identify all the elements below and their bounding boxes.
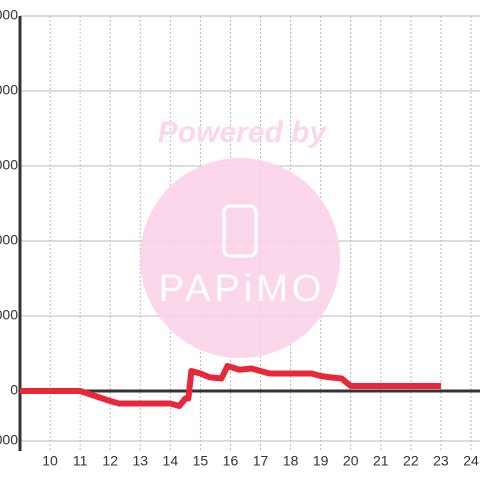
x-tick-label: 10 bbox=[42, 453, 58, 469]
data-line bbox=[20, 363, 441, 409]
watermark-phone bbox=[222, 204, 258, 258]
y-tick-label: 30,000 bbox=[0, 307, 18, 323]
x-tick-label: 11 bbox=[73, 453, 88, 469]
x-tick-label: 14 bbox=[163, 453, 179, 469]
y-tick-label: -20,000 bbox=[0, 432, 18, 448]
y-tick-label: 0 bbox=[10, 382, 18, 398]
x-tick-label: 23 bbox=[433, 453, 449, 469]
watermark: Powered by PAPiMO bbox=[140, 116, 340, 358]
x-tick-label: 16 bbox=[223, 453, 239, 469]
watermark-title: Powered by bbox=[158, 116, 328, 149]
x-tick-label: 15 bbox=[193, 453, 209, 469]
x-tick-label: 24 bbox=[463, 453, 479, 469]
x-tick-label: 21 bbox=[373, 453, 389, 469]
x-tick-label: 17 bbox=[253, 453, 269, 469]
y-tick-label: 120,000 bbox=[0, 82, 18, 98]
y-tick-label: 150,000 bbox=[0, 7, 18, 23]
x-tick-label: 18 bbox=[283, 453, 299, 469]
watermark-circle bbox=[140, 158, 340, 358]
x-tick-label: 13 bbox=[132, 453, 148, 469]
y-tick-label: 90,000 bbox=[0, 157, 18, 173]
x-tick-label: 22 bbox=[403, 453, 419, 469]
x-tick-label: 20 bbox=[343, 453, 359, 469]
watermark-logo: PAPiMO bbox=[159, 268, 326, 310]
x-tick-label: 12 bbox=[102, 453, 118, 469]
y-tick-label: 60,000 bbox=[0, 232, 18, 248]
x-tick-label: 19 bbox=[313, 453, 329, 469]
